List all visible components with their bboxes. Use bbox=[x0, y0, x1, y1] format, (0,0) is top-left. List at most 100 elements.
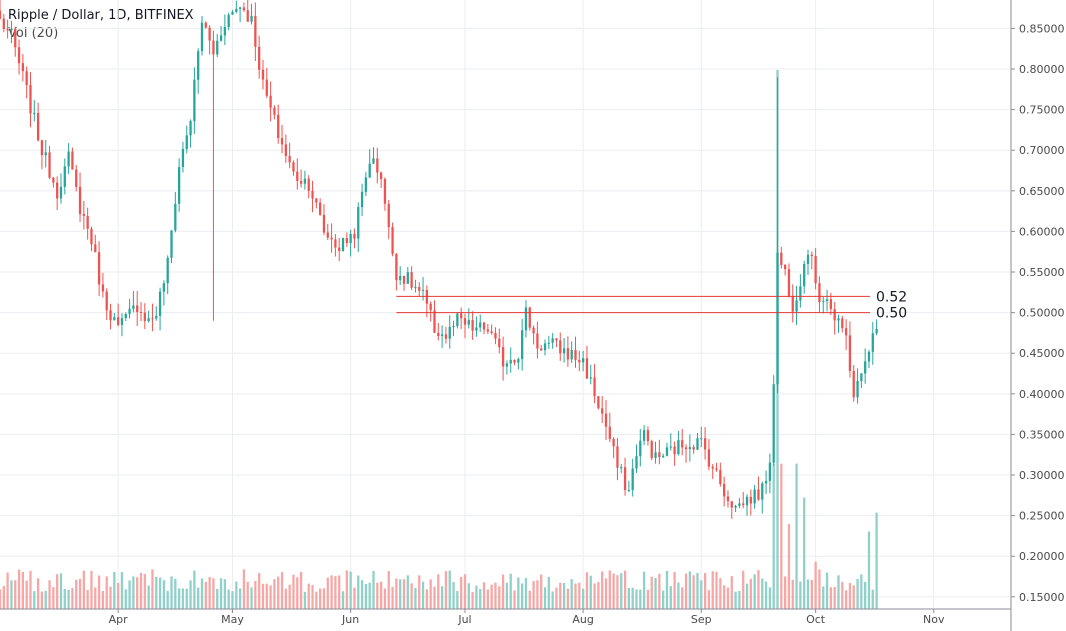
candle-body bbox=[170, 230, 173, 258]
candle-body bbox=[250, 15, 253, 22]
volume-bar bbox=[307, 583, 310, 609]
volume-bar bbox=[90, 570, 93, 609]
time-tick-label: Aug bbox=[572, 613, 593, 626]
volume-bar bbox=[265, 583, 268, 609]
candle-body bbox=[155, 315, 158, 319]
volume-bar bbox=[349, 571, 352, 609]
volume-bar bbox=[536, 580, 539, 609]
volume-bar bbox=[703, 573, 707, 609]
candle-body bbox=[101, 284, 105, 292]
volume-bar bbox=[665, 570, 669, 609]
candle-body bbox=[723, 484, 726, 497]
volume-bar bbox=[589, 575, 592, 609]
candle-body bbox=[498, 338, 501, 348]
candle-body bbox=[783, 264, 787, 270]
volume-bar bbox=[216, 588, 219, 609]
volume-bar bbox=[574, 583, 577, 609]
volume-bar bbox=[639, 589, 642, 609]
candle-body bbox=[696, 438, 699, 450]
price-tick-label: 0.45000 bbox=[1019, 347, 1065, 360]
volume-bar bbox=[505, 582, 509, 609]
candle-body bbox=[871, 333, 874, 352]
candle-body bbox=[44, 152, 47, 156]
candle-body bbox=[284, 144, 287, 157]
candle-body bbox=[456, 313, 459, 327]
volume-bar bbox=[822, 586, 825, 609]
volume-bar bbox=[71, 588, 74, 609]
volume-bar bbox=[612, 573, 615, 609]
volume-bar bbox=[418, 575, 421, 609]
volume-bar bbox=[75, 579, 78, 609]
candle-body bbox=[25, 71, 28, 86]
candle-body bbox=[372, 158, 375, 164]
volume-bar bbox=[82, 570, 85, 609]
candle-body bbox=[742, 503, 745, 506]
volume-bar bbox=[391, 586, 394, 609]
candle-body bbox=[734, 505, 737, 508]
candle-body bbox=[551, 338, 554, 343]
volume-bar bbox=[864, 581, 867, 609]
candle-body bbox=[768, 462, 772, 481]
volume-bar bbox=[117, 583, 120, 609]
volume-bar bbox=[829, 587, 833, 609]
candle-body bbox=[338, 247, 341, 252]
volume-bar bbox=[620, 573, 623, 609]
volume-bar bbox=[631, 587, 634, 609]
volume-indicator-label[interactable]: Vol (20) bbox=[8, 26, 59, 41]
volume-bar bbox=[482, 582, 486, 609]
candle-body bbox=[2, 18, 5, 29]
volume-bar bbox=[475, 585, 478, 609]
candle-body bbox=[829, 299, 833, 310]
candle-body bbox=[662, 455, 665, 458]
candle-body bbox=[604, 413, 608, 427]
volume-bar bbox=[650, 576, 653, 609]
volume-bar bbox=[825, 572, 829, 609]
candle-body bbox=[787, 269, 791, 296]
time-tick-label: Jun bbox=[341, 613, 359, 626]
candle-body bbox=[482, 322, 486, 330]
volume-bar bbox=[2, 586, 5, 609]
price-tick-label: 0.30000 bbox=[1019, 469, 1065, 482]
volume-bar bbox=[376, 582, 379, 609]
volume-bar bbox=[818, 569, 821, 609]
volume-bar bbox=[532, 581, 535, 609]
candle-body bbox=[501, 347, 505, 367]
candle-body bbox=[875, 328, 878, 334]
horizontal-lines[interactable]: 0.520.50 bbox=[396, 289, 907, 322]
candle-body bbox=[402, 276, 406, 284]
candle-body bbox=[818, 283, 821, 303]
volume-bar bbox=[498, 586, 501, 609]
volume-bar bbox=[528, 590, 531, 609]
candle-body bbox=[136, 305, 139, 313]
volume-bar bbox=[193, 570, 196, 609]
candle-body bbox=[258, 46, 261, 70]
candle-body bbox=[585, 358, 589, 379]
volume-bar bbox=[383, 588, 387, 609]
volume-bar bbox=[844, 590, 848, 609]
volume-bar bbox=[856, 578, 859, 609]
volume-bar bbox=[467, 583, 470, 609]
price-tick-label: 0.20000 bbox=[1019, 550, 1065, 563]
volume-bar bbox=[288, 584, 291, 609]
candle-body bbox=[177, 167, 181, 204]
volume-bar bbox=[261, 583, 265, 609]
volume-bar bbox=[642, 571, 646, 609]
candle-body bbox=[246, 10, 249, 22]
candle-body bbox=[700, 438, 703, 440]
volume-bar bbox=[696, 572, 699, 609]
candle-body bbox=[33, 112, 36, 114]
volume-bar bbox=[810, 579, 813, 609]
volume-bar bbox=[223, 579, 227, 609]
volume-bar bbox=[399, 579, 402, 609]
candle-body bbox=[490, 331, 493, 334]
volume-bar bbox=[806, 579, 810, 609]
volume-bar bbox=[204, 581, 207, 609]
volume-bar bbox=[471, 591, 474, 609]
volume-bar bbox=[63, 589, 66, 609]
candle-body bbox=[444, 334, 448, 339]
candle-body bbox=[147, 318, 150, 322]
volume-bar bbox=[277, 576, 280, 609]
volume-bar bbox=[338, 575, 341, 609]
volume-bar bbox=[280, 572, 284, 609]
